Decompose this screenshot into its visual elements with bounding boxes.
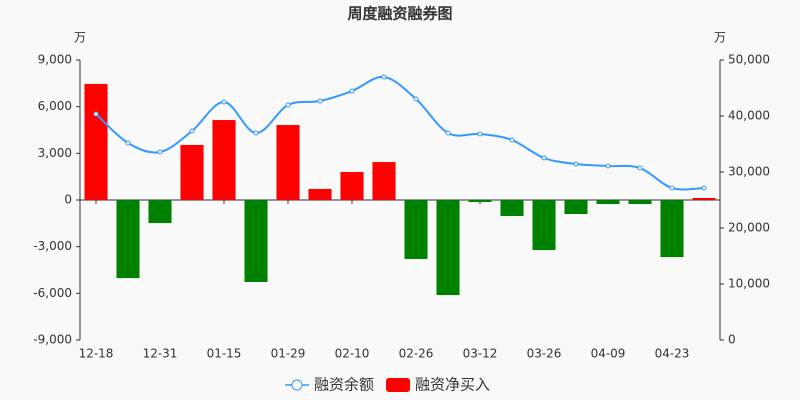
line-point	[221, 99, 227, 105]
y-tick-label: -3,000	[33, 239, 72, 253]
line-point	[285, 102, 291, 108]
bar	[372, 162, 396, 200]
line-point	[381, 74, 387, 80]
y2-tick-label: 50,000	[728, 53, 770, 67]
line-point	[669, 185, 675, 191]
x-tick-label: 04-09	[591, 347, 626, 361]
bar	[276, 125, 300, 200]
line-point	[317, 98, 323, 104]
line-point	[253, 130, 259, 136]
y2-tick-label: 30,000	[728, 165, 770, 179]
bar	[436, 200, 460, 296]
y-tick-label: 3,000	[38, 146, 72, 160]
bar	[244, 200, 268, 282]
line-point	[509, 137, 515, 143]
bar	[212, 120, 236, 200]
bar	[180, 144, 204, 200]
line-point	[637, 165, 643, 171]
y-tick-label: -6,000	[33, 286, 72, 300]
bar	[340, 172, 364, 200]
x-tick-label: 01-29	[271, 347, 306, 361]
y2-tick-label: 40,000	[728, 109, 770, 123]
bar	[84, 83, 108, 200]
x-tick-label: 02-26	[399, 347, 434, 361]
bar	[500, 200, 524, 217]
y2-tick-label: 0	[728, 333, 736, 347]
legend-marker	[386, 378, 411, 392]
line-point	[189, 128, 195, 134]
bar	[692, 197, 716, 200]
bar	[660, 200, 684, 258]
y2-tick-label: 20,000	[728, 221, 770, 235]
line-point	[125, 140, 131, 146]
y-tick-label: 0	[64, 193, 72, 207]
line-point	[605, 163, 611, 169]
line-point	[701, 185, 707, 191]
line-point	[349, 88, 355, 94]
legend-label: 融资净买入	[415, 376, 490, 394]
bar	[596, 200, 620, 205]
x-tick-label: 02-10	[335, 347, 370, 361]
bar	[116, 200, 140, 279]
bar	[564, 200, 588, 214]
x-tick-label: 04-23	[655, 347, 690, 361]
y2-tick-label: 10,000	[728, 277, 770, 291]
line-point	[573, 161, 579, 167]
bar	[468, 200, 492, 203]
line-point	[477, 131, 483, 137]
y-tick-label: 6,000	[38, 99, 72, 113]
line-point	[93, 111, 99, 117]
y-axis-label: 万	[74, 31, 86, 45]
x-tick-label: 03-26	[527, 347, 562, 361]
x-tick-label: 03-12	[463, 347, 498, 361]
x-tick-label: 01-15	[207, 347, 242, 361]
bar	[148, 200, 172, 224]
legend-marker	[291, 379, 303, 391]
legend-label: 融资余额	[314, 376, 374, 394]
x-tick-label: 12-31	[143, 347, 178, 361]
bar	[404, 200, 428, 259]
y-tick-label: -9,000	[33, 333, 72, 347]
bar	[628, 200, 652, 205]
line	[95, 76, 705, 191]
line-point	[413, 96, 419, 102]
chart-title: 周度融资融券图	[347, 5, 452, 23]
bar	[532, 200, 556, 251]
line-point	[157, 149, 163, 155]
y-tick-label: 9,000	[38, 53, 72, 67]
line-point	[541, 155, 547, 161]
line-point	[445, 130, 451, 136]
x-tick-label: 12-18	[79, 347, 114, 361]
y2-axis-label: 万	[714, 31, 726, 45]
bar	[308, 188, 332, 200]
